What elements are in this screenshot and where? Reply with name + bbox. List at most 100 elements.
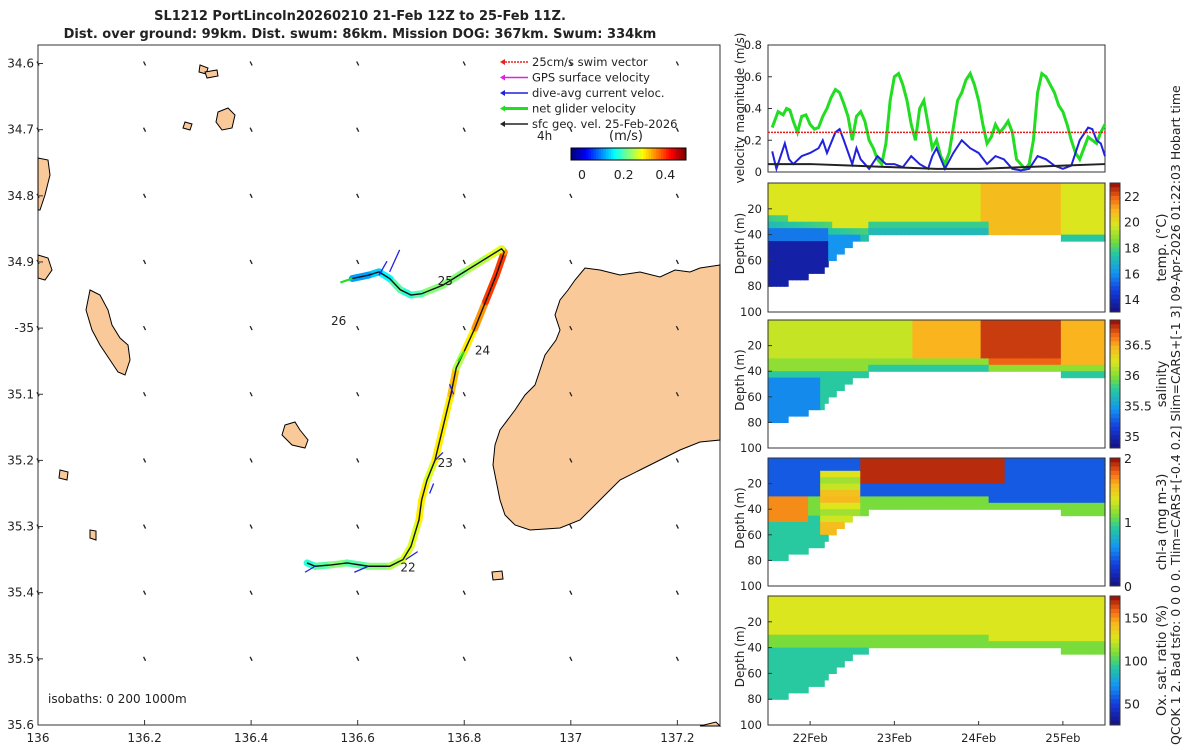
profile-cell — [1080, 358, 1086, 366]
profile-cell — [844, 320, 849, 327]
profile-cell — [792, 634, 797, 642]
profile-cell — [876, 490, 881, 497]
profile-cell — [940, 458, 946, 465]
profile-cell — [1076, 221, 1082, 229]
profile-cell — [984, 339, 990, 347]
profile-cell — [792, 547, 797, 555]
colorbar-cell — [606, 148, 609, 160]
profile-cell — [912, 183, 918, 191]
colorbar-cell — [593, 148, 597, 160]
profile-cell — [956, 634, 962, 642]
profile-cell — [924, 189, 930, 197]
profile-cell — [948, 332, 954, 340]
profile-cell — [780, 320, 785, 327]
profile-cell — [1068, 641, 1074, 649]
profile-cell — [988, 634, 994, 642]
profile-cell — [908, 339, 914, 347]
profile-cell — [872, 189, 877, 197]
profile-cell — [1020, 496, 1026, 504]
profile-cell — [916, 339, 922, 347]
profile-cell — [924, 628, 930, 636]
profile-ytick-label: 60 — [747, 390, 762, 404]
profile-cell — [936, 208, 942, 216]
profile-cell — [804, 253, 809, 261]
profile-cell — [804, 483, 809, 491]
profile-cell — [772, 686, 777, 694]
profile-cell — [948, 464, 954, 472]
profile-cell — [940, 221, 946, 229]
profile-cell — [964, 195, 970, 203]
profile-colorbar-label: Ox. sat. ratio (%) — [1155, 605, 1170, 716]
profile-cell — [952, 608, 958, 616]
profile-cell — [824, 247, 829, 255]
profile-cell — [816, 332, 821, 340]
profile-cell — [1080, 470, 1086, 478]
profile-cell — [1076, 615, 1082, 623]
profile-cell — [1036, 195, 1042, 203]
profile-cell — [1080, 464, 1086, 472]
profile-colorbar-cell — [1110, 539, 1120, 544]
profile-cell — [1012, 477, 1018, 485]
profile-cell — [900, 602, 906, 610]
profile-cell — [828, 628, 833, 636]
profile-cell — [772, 621, 777, 629]
profile-cell — [892, 183, 897, 191]
profile-cell — [780, 208, 785, 216]
profile-cell — [976, 470, 982, 478]
profile-cell — [812, 234, 817, 242]
profile-cell — [1048, 464, 1054, 472]
profile-cell — [924, 458, 930, 465]
profile-cell — [892, 345, 897, 353]
profile-cell — [920, 189, 926, 197]
profile-cell — [1024, 602, 1030, 610]
profile-cell — [1020, 502, 1026, 510]
profile-cell — [1060, 326, 1066, 334]
geo-vector — [675, 524, 679, 529]
profile-cell — [1048, 490, 1054, 497]
profile-cell — [940, 602, 946, 610]
profile-cell — [896, 332, 901, 340]
profile-cell — [1060, 509, 1066, 517]
geo-vector — [142, 61, 147, 66]
profile-cell — [1028, 621, 1034, 629]
profile-cell — [1004, 464, 1010, 472]
profile-cell — [1036, 621, 1042, 629]
profile-cell — [1008, 358, 1014, 366]
profile-cell — [1080, 364, 1086, 372]
profile-cell — [844, 509, 849, 517]
profile-cell — [808, 464, 813, 472]
profile-cell — [880, 458, 885, 465]
profile-cell — [948, 458, 954, 465]
profile-cell — [1008, 483, 1014, 491]
profile-cell — [1008, 326, 1014, 334]
profile-cell — [928, 228, 934, 236]
profile-cell — [984, 634, 990, 642]
profile-cell — [980, 477, 986, 485]
profile-cell — [832, 320, 837, 327]
profile-cell — [928, 352, 934, 359]
profile-cell — [868, 358, 873, 366]
profile-cell — [912, 345, 918, 353]
profile-cell — [952, 477, 958, 485]
profile-cell — [1032, 228, 1038, 236]
profile-cell — [980, 345, 986, 353]
profile-cell — [836, 483, 841, 491]
profile-cell — [904, 458, 910, 465]
profile-cell — [852, 195, 857, 203]
profile-cell — [836, 628, 841, 636]
profile-cell — [1004, 320, 1010, 327]
profile-cell — [1080, 628, 1086, 636]
profile-cell — [864, 464, 869, 472]
profile-cell — [920, 320, 926, 327]
profile-cell — [988, 228, 994, 236]
profile-cell — [804, 621, 809, 629]
profile-cell — [1048, 189, 1054, 197]
profile-cell — [1080, 502, 1086, 510]
profile-cell — [804, 641, 809, 649]
profile-cell — [784, 364, 789, 372]
profile-colorbar-cell — [1110, 492, 1120, 497]
profile-colorbar-cell — [1110, 307, 1120, 313]
profile-cell — [920, 502, 926, 510]
profile-cell — [848, 490, 853, 497]
profile-cell — [892, 634, 897, 642]
